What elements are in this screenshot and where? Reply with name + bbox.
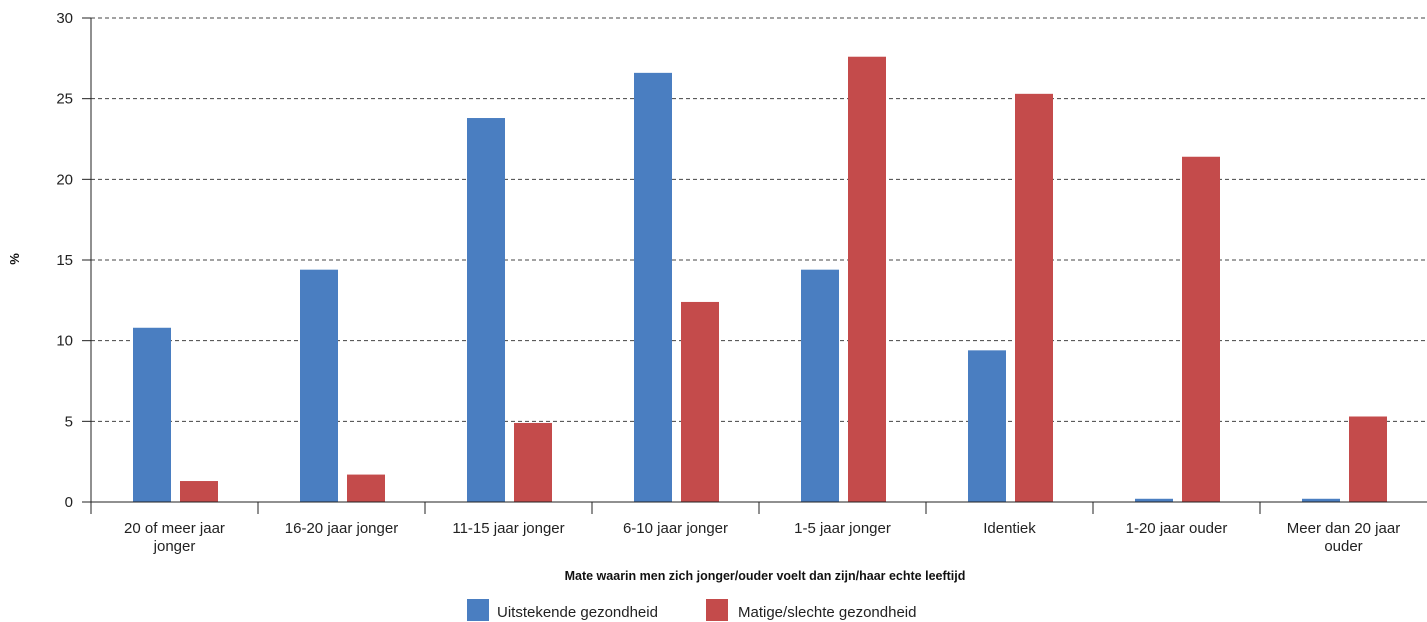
y-axis-label: % <box>7 253 22 265</box>
bar-matige-8 <box>1349 416 1387 502</box>
bar-matige-5 <box>848 56 886 502</box>
x-axis-title: Mate waarin men zich jonger/ouder voelt … <box>565 569 966 583</box>
bar-uitstekende-4 <box>634 72 672 502</box>
legend-swatch <box>706 599 728 621</box>
bar-matige-7 <box>1182 156 1220 502</box>
y-tick-label: 0 <box>65 494 73 511</box>
x-category-label: 11-15 jaar jonger <box>452 520 564 537</box>
x-category-label: 20 of meer jaar <box>124 520 225 537</box>
bar-uitstekende-7 <box>1135 498 1173 502</box>
bar-matige-1 <box>180 481 218 502</box>
y-tick-labels: 0 5 10 15 20 25 30 <box>56 10 73 511</box>
x-category-label: 1-20 jaar ouder <box>1126 520 1228 537</box>
bar-matige-2 <box>347 474 385 502</box>
bar-uitstekende-3 <box>467 118 505 502</box>
bar-uitstekende-5 <box>801 269 839 502</box>
legend: Uitstekende gezondheid Matige/slechte gez… <box>467 599 916 621</box>
y-tick-label: 30 <box>56 10 73 27</box>
y-tick-label: 20 <box>56 171 73 188</box>
x-category-label: Meer dan 20 jaar <box>1287 520 1400 537</box>
bar-uitstekende-1 <box>133 327 171 502</box>
y-tick-label: 5 <box>65 413 73 430</box>
x-category-label: ouder <box>1324 538 1362 555</box>
x-category-label: 16-20 jaar jonger <box>285 520 398 537</box>
y-tick-label: 25 <box>56 91 73 108</box>
bar-matige-3 <box>514 422 552 502</box>
bar-matige-6 <box>1015 93 1053 503</box>
legend-swatch <box>467 599 489 621</box>
x-category-label: jonger <box>153 538 196 555</box>
bar-uitstekende-8 <box>1302 498 1340 502</box>
y-tick-label: 15 <box>56 252 73 269</box>
x-category-label: 1-5 jaar jonger <box>794 520 891 537</box>
gridlines <box>91 17 1427 422</box>
x-category-label: 6-10 jaar jonger <box>623 520 728 537</box>
x-category-label: Identiek <box>983 520 1036 537</box>
bar-matige-4 <box>681 301 719 502</box>
legend-label: Uitstekende gezondheid <box>497 604 658 621</box>
axes <box>82 17 1427 514</box>
bar-uitstekende-6 <box>968 350 1006 502</box>
y-tick-label: 10 <box>56 333 73 350</box>
legend-label: Matige/slechte gezondheid <box>738 604 916 621</box>
bars <box>133 56 1387 503</box>
bar-uitstekende-2 <box>300 269 338 502</box>
